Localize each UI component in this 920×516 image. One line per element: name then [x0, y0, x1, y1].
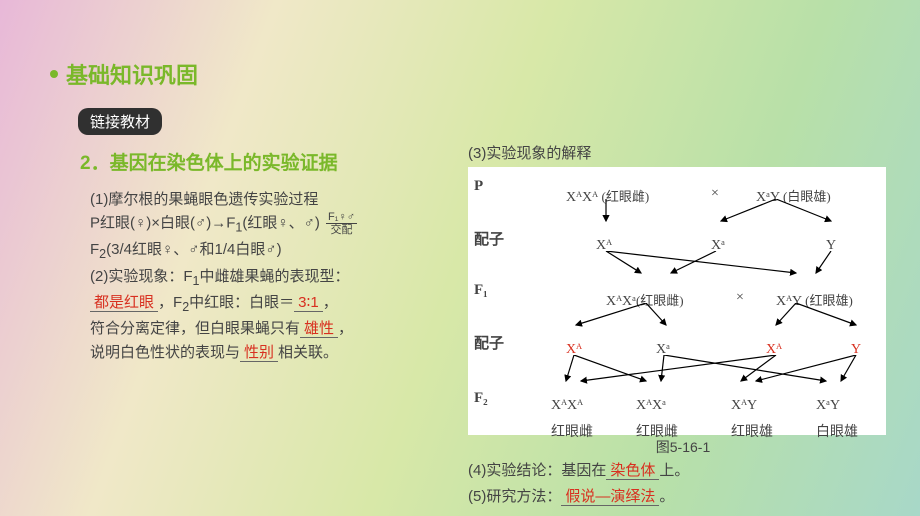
arrows-p-g1	[474, 199, 880, 225]
left-l1: (1)摩尔根的果蝇眼色遗传实验过程	[90, 188, 460, 211]
row-f2-geno: F₂ XᴬXᴬ XᴬXᵃ XᴬY XᵃY	[474, 385, 880, 411]
section-title: 2．基因在染色体上的实验证据	[80, 148, 338, 175]
section-number: 2	[80, 153, 91, 174]
section-title-text: ．基因在染色体上的实验证据	[91, 153, 338, 174]
answer-4: 性别	[240, 344, 278, 362]
bullet-dot-icon	[50, 70, 58, 78]
answer-1: 都是红眼	[90, 294, 158, 312]
left-l6: 符合分离定律，但白眼果蝇只有雄性，	[90, 317, 460, 340]
left-l5: 都是红眼，F2中红眼：白眼＝3∶1，	[90, 291, 460, 317]
left-l7: 说明白色性状的表现与性别相关联。	[90, 341, 460, 364]
bullet-title-text: 基础知识巩固	[66, 58, 198, 90]
textbook-link-badge: 链接教材	[78, 108, 162, 135]
conclusion-4: (4)实验结论：基因在染色体上。	[468, 459, 898, 483]
right-title: (3)实验现象的解释	[468, 142, 898, 163]
right-column: (3)实验现象的解释 P XᴬXᴬ (红眼雌) × XᵃY (白眼雄) 配子	[468, 142, 898, 509]
row-f2-pheno: 红眼雌 红眼雌 红眼雄 白眼雄	[474, 411, 880, 431]
fraction-cross: F₁♀♂ 交配	[326, 211, 357, 236]
answer-3: 雄性	[300, 320, 338, 338]
arrows-g1-f1	[474, 251, 880, 277]
punnett-diagram: P XᴬXᴬ (红眼雌) × XᵃY (白眼雄) 配子 Xᴬ Xᵃ Y	[468, 167, 886, 435]
answer-chromosome: 染色体	[606, 462, 659, 480]
arrows-f1-g2	[474, 303, 880, 329]
row-gametes2: 配子 Xᴬ Xᵃ Xᴬ Y	[474, 329, 880, 355]
arrows-g2-f2	[474, 355, 880, 385]
left-l3: F2(3/4红眼♀、♂和1/4白眼♂)	[90, 238, 460, 264]
answer-2: 3∶1	[294, 294, 323, 312]
section-bullet: 基础知识巩固	[50, 58, 198, 90]
left-l4: (2)实验现象：F1中雌雄果蝇的表现型：	[90, 265, 460, 291]
row-p: P XᴬXᴬ (红眼雌) × XᵃY (白眼雄)	[474, 173, 880, 199]
left-column: (1)摩尔根的果蝇眼色遗传实验过程 P红眼(♀)×白眼(♂)→F1(红眼♀、♂)…	[90, 188, 460, 364]
answer-method: 假说—演绎法	[561, 488, 659, 506]
row-f1: F₁ XᴬXᵃ(红眼雌) × XᴬY (红眼雄)	[474, 277, 880, 303]
conclusion-5: (5)研究方法：假说—演绎法。	[468, 485, 898, 509]
left-l2: P红眼(♀)×白眼(♂)→F1(红眼♀、♂) F₁♀♂ 交配	[90, 211, 460, 238]
row-gametes1: 配子 Xᴬ Xᵃ Y	[474, 225, 880, 251]
